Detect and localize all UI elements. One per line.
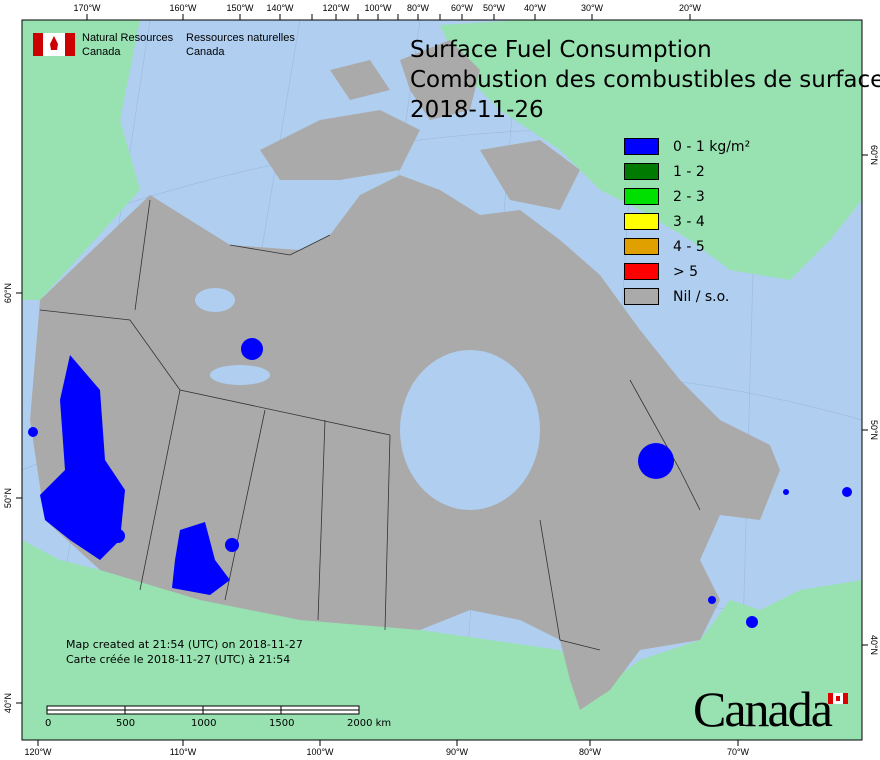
hudson-bay: [400, 350, 540, 510]
legend-label: 2 - 3: [673, 188, 705, 205]
map-title-en: Surface Fuel Consumption: [410, 37, 712, 63]
graticule-label: 140°W: [266, 3, 294, 13]
graticule-label: 20°W: [679, 3, 702, 13]
province-borders: [39, 199, 701, 651]
nrcan-english: Natural Resources Canada: [82, 31, 173, 59]
graticule-label: 80°W: [579, 747, 602, 757]
graticule-label: 60°N: [3, 283, 13, 303]
graticule-label: 160°W: [169, 3, 197, 13]
graticule-label: 80°W: [407, 3, 430, 13]
graticule-labels: 170°W 160°W 150°W 140°W 120°W 100°W 80°W 60°W 50…: [3, 3, 879, 757]
nrcan-english-line1: Natural Resources: [82, 32, 174, 44]
scale-label: 0: [45, 718, 52, 729]
creation-stamp: Map created at 21:54 (UTC) on 2018-11-27…: [66, 637, 303, 667]
scale-label: 500: [116, 718, 136, 729]
graticule-label: 30°W: [581, 3, 604, 13]
legend-swatch: [624, 213, 659, 230]
graticule-label: 120°W: [24, 747, 52, 757]
map-title-fr: Combustion des combustibles de surface: [410, 67, 880, 93]
map-date: 2018-11-26: [410, 97, 544, 123]
legend-label: Nil / s.o.: [673, 288, 730, 305]
great-bear-lake: [195, 288, 235, 312]
great-slave-lake: [210, 365, 270, 385]
legend-item: 3 - 4: [624, 209, 750, 234]
nrcan-french: Ressources naturelles Canada: [186, 31, 295, 59]
graticule-label: 50°W: [483, 3, 506, 13]
legend-swatch: [624, 163, 659, 180]
scale-label: 1000: [191, 718, 217, 729]
legend-item: 0 - 1 kg/m²: [624, 134, 750, 159]
legend-swatch: [624, 263, 659, 280]
scale-label: 1500: [269, 718, 295, 729]
legend-label: 0 - 1 kg/m²: [673, 138, 751, 155]
legend-item: Nil / s.o.: [624, 284, 750, 309]
creation-stamp-fr: Carte créée le 2018-11-27 (UTC) à 21:54: [66, 653, 291, 666]
legend-swatch: [624, 288, 659, 305]
legend-item: > 5: [624, 259, 750, 284]
legend-swatch: [624, 238, 659, 255]
nrcan-french-line2: Canada: [186, 46, 225, 58]
legend-item: 4 - 5: [624, 234, 750, 259]
graticule-label: 40°W: [524, 3, 547, 13]
legend-label: 4 - 5: [673, 238, 705, 255]
legend-swatch: [624, 188, 659, 205]
graticule-label: 60°N: [869, 145, 879, 165]
graticule-label: 170°W: [73, 3, 101, 13]
fire-areas: [28, 338, 852, 628]
graticule-label: 60°W: [451, 3, 474, 13]
scale-bar: [46, 705, 360, 715]
graticule-label: 50°N: [869, 420, 879, 440]
creation-stamp-en: Map created at 21:54 (UTC) on 2018-11-27: [66, 638, 303, 651]
alaska-land: [22, 20, 140, 300]
graticule-label: 50°N: [3, 488, 13, 508]
legend-swatch: [624, 138, 659, 155]
graticule-label: 90°W: [446, 747, 469, 757]
graticule-label: 40°N: [869, 635, 879, 655]
legend-item: 2 - 3: [624, 184, 750, 209]
legend-label: 1 - 2: [673, 163, 705, 180]
legend-label: > 5: [673, 263, 699, 280]
map-frame: [21, 19, 863, 741]
graticule-label: 110°W: [170, 747, 197, 757]
graticule-label: 100°W: [364, 3, 392, 13]
nrcan-french-line1: Ressources naturelles: [186, 32, 295, 44]
graticule-label: 40°N: [3, 693, 13, 713]
graticule-label: 100°W: [306, 747, 334, 757]
legend-label: 3 - 4: [673, 213, 705, 230]
nrcan-flag: [33, 33, 75, 56]
nrcan-english-line2: Canada: [82, 46, 121, 58]
scale-label: 2000 km: [347, 718, 392, 729]
canada-wordmark: Canada: [693, 681, 833, 737]
legend: 0 - 1 kg/m² 1 - 2 2 - 3 3 - 4 4 - 5 > 5 Nil / …: [624, 134, 750, 309]
usa-land: [22, 540, 862, 740]
canada-wordmark-flag: [828, 693, 848, 704]
arctic-islands: [260, 40, 580, 210]
graticule-label: 150°W: [226, 3, 254, 13]
graticule-label: 120°W: [322, 3, 350, 13]
graticule-label: 70°W: [727, 747, 750, 757]
legend-item: 1 - 2: [624, 159, 750, 184]
